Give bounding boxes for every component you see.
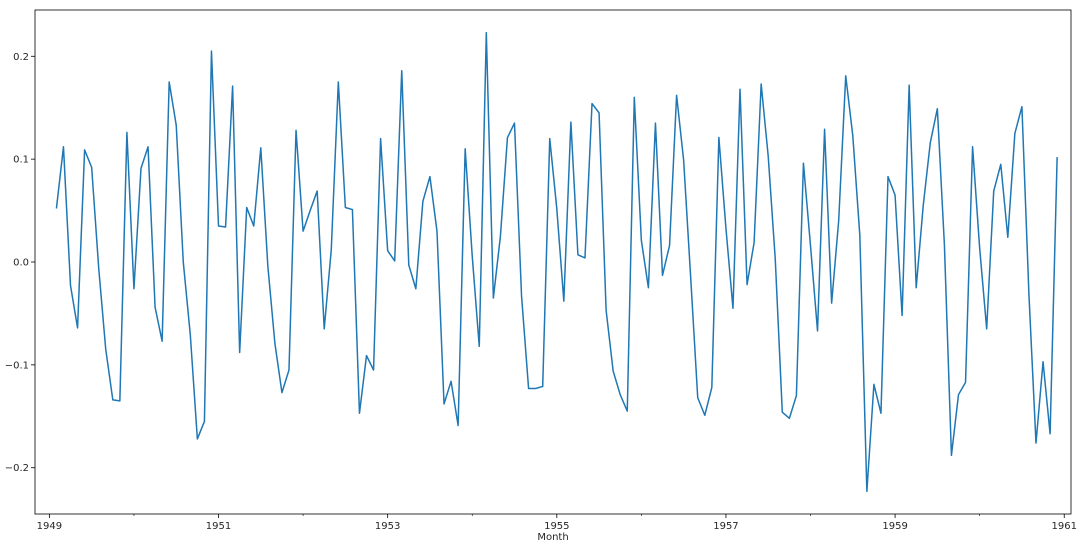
axis-ticks: 1949 1951 1953 1955 1957 1959 1961 0.2 0.1 0.0 −0.… xyxy=(5,52,1077,532)
x-tick-label: 1959 xyxy=(882,521,907,532)
y-tick-label: 0.1 xyxy=(13,155,29,166)
x-axis-label: Month xyxy=(537,532,568,543)
x-tick-label: 1951 xyxy=(206,521,231,532)
x-tick-label: 1955 xyxy=(544,521,569,532)
x-tick-label: 1961 xyxy=(1052,521,1077,532)
y-tick-label: 0.2 xyxy=(13,52,29,63)
x-tick-label: 1957 xyxy=(713,521,738,532)
y-tick-label: −0.2 xyxy=(5,463,29,474)
axes-frame xyxy=(34,9,1072,515)
x-tick-label: 1949 xyxy=(37,521,62,532)
plot-area xyxy=(55,31,1058,493)
series-line xyxy=(55,31,1058,493)
x-tick-label: 1953 xyxy=(375,521,400,532)
y-tick-label: −0.1 xyxy=(5,360,29,371)
y-tick-label: 0.0 xyxy=(13,258,29,269)
